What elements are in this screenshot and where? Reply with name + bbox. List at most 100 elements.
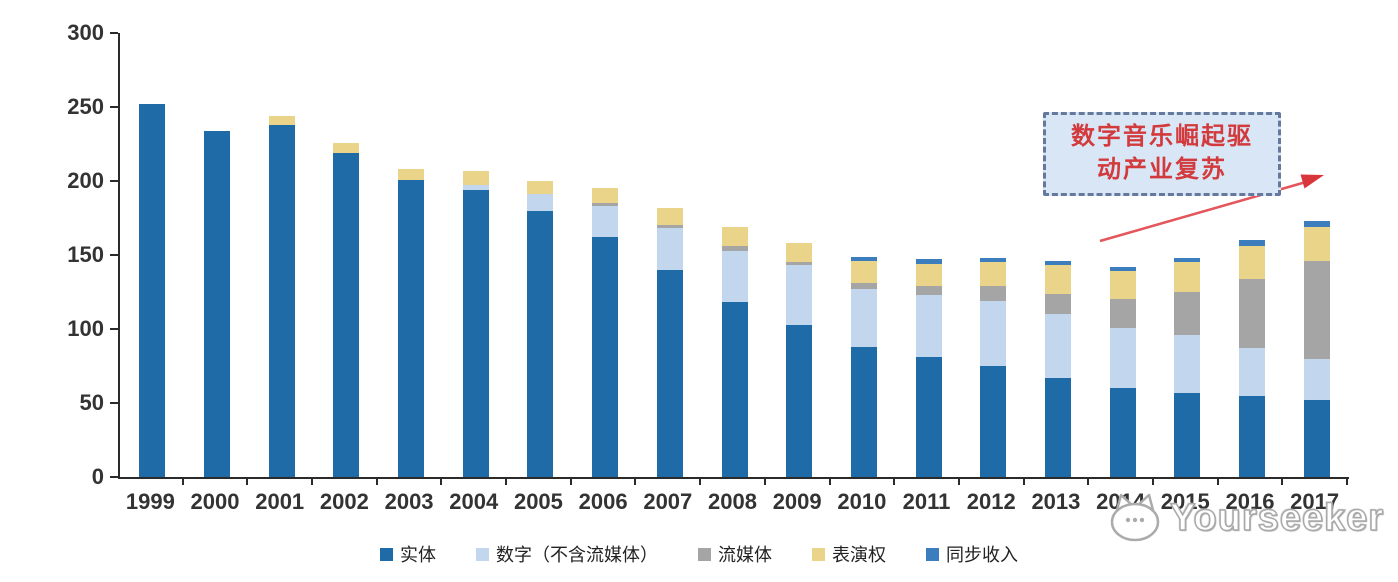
bar-segment [1174, 257, 1201, 263]
bar-segment [398, 179, 425, 477]
bar-segment [1303, 226, 1330, 261]
x-axis-tick [699, 477, 702, 485]
cat-logo-icon [1110, 493, 1160, 542]
watermark-text: Yourseeker [1169, 496, 1385, 540]
bar-2009 [786, 243, 813, 477]
y-axis-tick [110, 32, 118, 34]
x-axis-label: 2005 [513, 489, 563, 514]
x-axis-tick [634, 477, 637, 485]
bar-segment [915, 286, 942, 295]
x-axis-tick [505, 477, 508, 485]
bar-segment [268, 115, 295, 125]
bar-segment [1109, 299, 1136, 328]
bar-segment [915, 294, 942, 358]
x-axis-tick [1087, 477, 1090, 485]
plot-area [118, 33, 1349, 479]
x-axis-label: 2009 [772, 489, 822, 514]
bar-segment [333, 142, 360, 153]
bar-segment [139, 104, 166, 477]
y-axis-label: 200 [67, 168, 104, 193]
x-axis-tick [763, 477, 766, 485]
bar-segment [1044, 377, 1071, 477]
bar-segment [1044, 265, 1071, 294]
y-axis-label: 150 [67, 242, 104, 267]
bar-segment [980, 300, 1007, 366]
legend-item: 流媒体 [698, 541, 772, 567]
x-axis-label: 2006 [578, 489, 628, 514]
bar-segment [850, 283, 877, 290]
bar-segment [980, 257, 1007, 263]
bar-segment [656, 225, 683, 229]
bar-2001 [268, 115, 295, 477]
x-axis-tick [246, 477, 249, 485]
bar-segment [1238, 246, 1265, 279]
x-axis-label: 2010 [837, 489, 887, 514]
x-axis-label: 2004 [449, 489, 499, 514]
bar-2006 [592, 188, 619, 477]
bar-segment [1303, 260, 1330, 359]
bar-segment [1238, 395, 1265, 477]
bar-segment [1044, 314, 1071, 378]
bar-2003 [398, 169, 425, 477]
x-axis-tick [569, 477, 572, 485]
bar-2013 [1044, 260, 1071, 477]
y-axis-tick [110, 328, 118, 330]
legend-label: 同步收入 [946, 545, 1018, 565]
chart-legend: 实体 数字（不含流媒体） 流媒体 表演权 同步收入 [0, 541, 1398, 567]
x-axis-label: 2012 [966, 489, 1016, 514]
x-axis-tick [1151, 477, 1154, 485]
x-axis-tick [181, 477, 184, 485]
bar-segment [592, 206, 619, 238]
x-axis-tick [828, 477, 831, 485]
bar-segment [462, 185, 489, 190]
x-axis-label: 2015 [1160, 489, 1210, 514]
bar-segment [1109, 266, 1136, 272]
bar-2000 [204, 130, 231, 477]
x-axis-label: 2000 [190, 489, 240, 514]
bar-segment [980, 262, 1007, 287]
bar-segment [1303, 400, 1330, 477]
x-axis-label: 2016 [1225, 489, 1275, 514]
bar-2005 [527, 181, 554, 477]
annotation-text-line2: 动产业复苏 [1097, 157, 1227, 183]
bar-segment [915, 263, 942, 287]
legend-marker [380, 547, 393, 561]
x-axis-tick [957, 477, 960, 485]
x-axis-tick [440, 477, 443, 485]
bar-segment [204, 130, 231, 477]
bar-segment [1174, 392, 1201, 477]
bar-segment [462, 170, 489, 186]
bar-segment [721, 250, 748, 303]
bar-segment [1303, 358, 1330, 401]
x-axis-tick [311, 477, 314, 485]
bar-2007 [656, 207, 683, 477]
y-axis-label: 0 [91, 464, 104, 489]
bar-2008 [721, 226, 748, 477]
bar-segment [980, 366, 1007, 477]
x-axis-label: 2003 [384, 489, 434, 514]
x-axis-label: 2011 [902, 489, 951, 514]
bar-segment [333, 152, 360, 477]
legend-label: 表演权 [832, 545, 886, 565]
y-axis-label: 300 [67, 20, 104, 45]
legend-label: 数字（不含流媒体） [496, 545, 658, 565]
bar-2011 [915, 259, 942, 477]
y-axis-tick [110, 476, 118, 478]
y-axis-label: 250 [67, 94, 104, 119]
bar-segment [1109, 271, 1136, 300]
bar-segment [786, 324, 813, 477]
x-axis-tick [1281, 477, 1284, 485]
bar-segment [786, 243, 813, 263]
bar-segment [527, 181, 554, 195]
legend-label: 实体 [400, 545, 436, 565]
bar-segment [915, 259, 942, 264]
annotation-text-line1: 数字音乐崛起驱 [1071, 124, 1253, 150]
legend-marker [476, 547, 489, 561]
bar-segment [1238, 278, 1265, 349]
bar-segment [268, 124, 295, 477]
y-axis-tick [110, 254, 118, 256]
x-axis-label: 2013 [1031, 489, 1081, 514]
bar-segment [527, 194, 554, 211]
bar-segment [1044, 293, 1071, 315]
x-axis-tick [375, 477, 378, 485]
